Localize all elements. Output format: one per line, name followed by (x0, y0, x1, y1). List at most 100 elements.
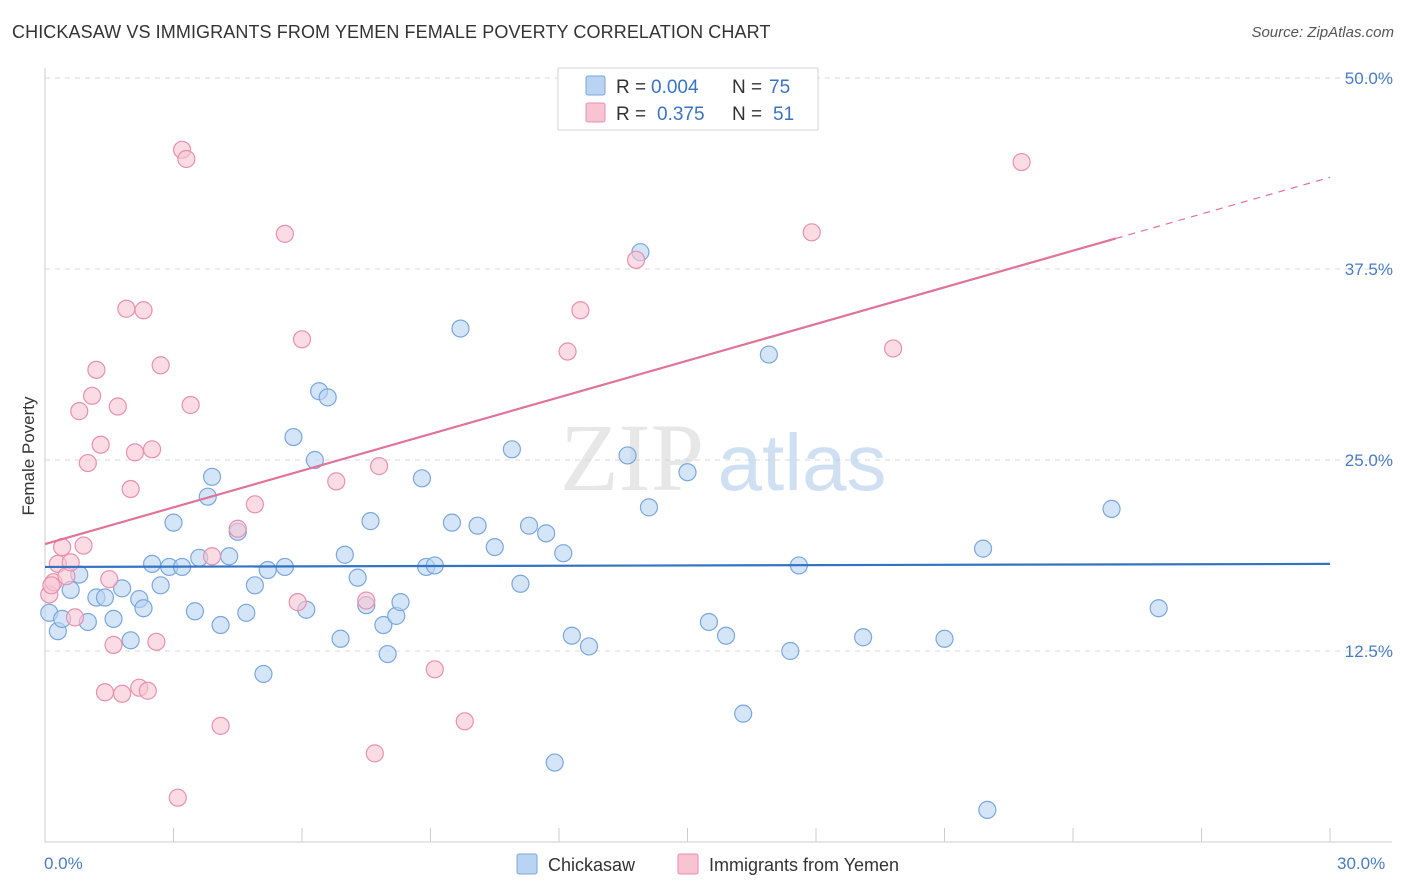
yemen-point-45 (571, 301, 590, 320)
chickasaw-point-10 (121, 631, 140, 650)
legend-r-value-2: 0.375 (657, 104, 705, 125)
yemen-trend-line (44, 237, 1117, 546)
chickasaw-point-7 (95, 588, 115, 607)
yemen-point-22 (134, 301, 153, 320)
yemen-point-38 (327, 472, 346, 491)
yemen-point-12 (91, 435, 110, 454)
yemen-point-5 (61, 553, 80, 572)
yemen-point-27 (168, 788, 187, 807)
chickasaw-point-22 (211, 615, 230, 635)
chickasaw-point-47 (442, 513, 462, 532)
yemen-point-6 (65, 608, 85, 627)
yemen-point-46 (626, 250, 646, 269)
chickasaw-point-64 (716, 626, 736, 645)
yemen-point-39 (357, 591, 376, 610)
chickasaw-point-13 (142, 554, 162, 574)
chickasaw-point-48 (451, 319, 470, 338)
legend-r-label-2: R = (616, 104, 646, 125)
chickasaw-point-25 (237, 603, 256, 622)
chickasaw-point-56 (554, 544, 573, 563)
y-axis-label: Female Poverty (19, 396, 38, 516)
yemen-point-34 (245, 495, 264, 514)
chickasaw-point-73 (1102, 499, 1121, 518)
yemen-point-13 (95, 683, 115, 702)
chickasaw-point-21 (202, 467, 222, 486)
y-tick-label-0: 12.5% (1345, 642, 1393, 661)
chickasaw-point-8 (104, 609, 123, 629)
legend-n-label-1: N = (732, 77, 762, 98)
chickasaw-point-62 (678, 463, 697, 482)
yemen-point-48 (883, 339, 903, 358)
yemen-point-10 (83, 386, 102, 405)
yemen-point-7 (70, 402, 89, 421)
yemen-point-35 (275, 224, 294, 243)
chickasaw-point-50 (485, 537, 504, 557)
chickasaw-point-65 (734, 704, 753, 723)
legend-swatch-chickasaw (585, 75, 606, 96)
chickasaw-point-35 (331, 629, 350, 648)
yemen-point-36 (288, 593, 307, 612)
bottom-legend-yemen: Immigrants from Yemen (709, 855, 899, 875)
x-tick-label-max: 30.0% (1337, 854, 1385, 873)
chickasaw-point-26 (245, 576, 264, 595)
yemen-point-43 (455, 712, 474, 731)
source-label: Source: ZipAtlas.com (1251, 24, 1394, 41)
yemen-point-8 (74, 536, 93, 555)
y-axis-tick-labels: 12.5% 25.0% 37.5% 50.0% (1345, 69, 1393, 661)
chickasaw-point-28 (258, 560, 277, 580)
y-tick-label-3: 50.0% (1345, 69, 1393, 88)
yemen-point-14 (100, 570, 119, 589)
chickasaw-point-66 (759, 345, 778, 364)
chickasaw-point-16 (164, 513, 183, 532)
yemen-point-37 (292, 330, 312, 349)
yemen-point-20 (125, 443, 145, 462)
series-legend: Chickasaw Immigrants from Yemen (516, 853, 899, 875)
chickasaw-point-63 (699, 612, 719, 632)
chickasaw-point-57 (562, 626, 581, 645)
bottom-swatch-yemen (677, 853, 699, 875)
chart-title: CHICKASAW VS IMMIGRANTS FROM YEMEN FEMAL… (12, 22, 771, 42)
x-axis-ticks (44, 828, 1331, 842)
chickasaw-point-37 (348, 568, 367, 587)
yemen-trend-extension (1115, 176, 1331, 240)
chickasaw-point-74 (1149, 599, 1168, 618)
yemen-points (40, 140, 1031, 807)
yemen-point-18 (117, 299, 136, 318)
y-tick-label-1: 25.0% (1345, 451, 1393, 470)
yemen-point-44 (558, 342, 577, 361)
chickasaw-point-71 (973, 539, 993, 558)
chickasaw-point-59 (618, 446, 637, 465)
yemen-point-23 (138, 681, 157, 700)
bottom-swatch-chickasaw (516, 853, 538, 875)
chickasaw-points (40, 243, 1168, 820)
yemen-point-24 (142, 440, 162, 459)
chickasaw-point-32 (305, 450, 324, 470)
chickasaw-point-54 (537, 524, 556, 543)
chickasaw-point-43 (391, 593, 410, 612)
yemen-point-49 (1012, 152, 1031, 172)
chickasaw-trend-line (44, 562, 1331, 569)
yemen-point-11 (87, 360, 106, 379)
yemen-point-25 (147, 632, 166, 651)
legend-n-label-2: N = (732, 104, 762, 125)
chickasaw-point-53 (519, 516, 539, 535)
legend-r-value-1: 0.004 (651, 77, 699, 98)
y-tick-label-2: 37.5% (1345, 260, 1393, 279)
chickasaw-point-18 (185, 602, 205, 621)
legend-n-value-2: 51 (773, 104, 794, 125)
chickasaw-point-27 (254, 664, 273, 684)
grid (45, 77, 1392, 652)
yemen-point-26 (151, 356, 170, 375)
legend-n-value-1: 75 (769, 77, 790, 98)
yemen-point-40 (365, 744, 384, 763)
chickasaw-point-40 (374, 615, 393, 635)
x-tick-label-min: 0.0% (44, 854, 83, 873)
chickasaw-point-67 (781, 641, 800, 661)
watermark-atlas: atlas (718, 418, 887, 507)
chickasaw-point-70 (935, 629, 954, 648)
chickasaw-point-52 (511, 574, 530, 593)
yemen-point-29 (177, 149, 196, 169)
yemen-point-33 (228, 519, 247, 538)
yemen-point-16 (108, 397, 127, 416)
